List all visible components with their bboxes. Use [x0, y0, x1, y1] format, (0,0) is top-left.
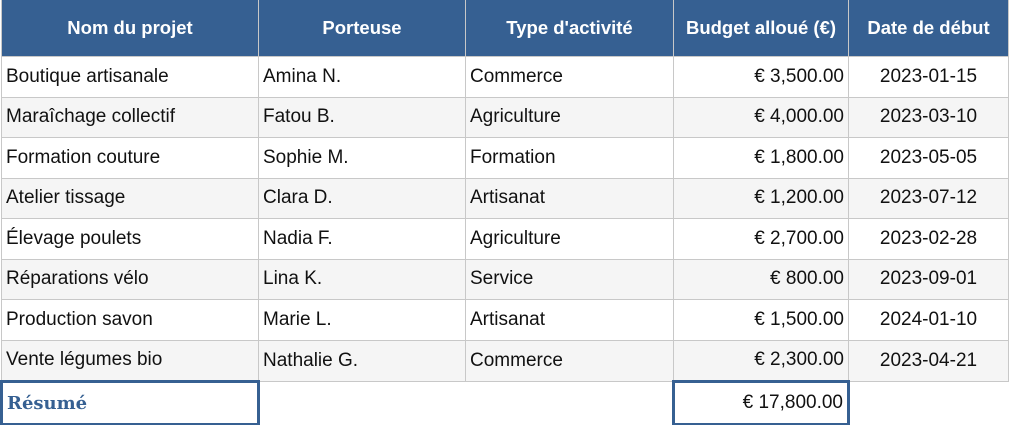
project-name-cell[interactable]: Boutique artisanale	[1, 56, 259, 98]
activity-type-cell[interactable]: Agriculture	[465, 218, 674, 260]
start-date-cell[interactable]: 2023-02-28	[848, 218, 1009, 260]
table-row: Maraîchage collectif Fatou B. Agriculture €…	[1, 96, 1009, 138]
table-row: Réparations vélo Lina K. Service € 800.00 20…	[1, 258, 1009, 300]
header-owner[interactable]: Porteuse	[258, 0, 466, 57]
start-date-cell[interactable]: 2023-04-21	[848, 339, 1009, 382]
summary-label[interactable]: Résumé	[0, 380, 260, 425]
activity-type-cell[interactable]: Artisanat	[465, 299, 674, 341]
owner-cell[interactable]: Clara D.	[258, 177, 466, 219]
header-budget[interactable]: Budget alloué (€)	[673, 0, 849, 57]
project-name-cell[interactable]: Maraîchage collectif	[1, 96, 259, 138]
budget-cell[interactable]: € 4,000.00	[673, 96, 849, 138]
header-project-name[interactable]: Nom du projet	[1, 0, 259, 57]
empty-cell[interactable]	[848, 381, 1009, 425]
start-date-cell[interactable]: 2023-05-05	[848, 137, 1009, 179]
project-name-cell[interactable]: Atelier tissage	[1, 177, 259, 219]
empty-cell[interactable]	[465, 381, 674, 425]
activity-type-cell[interactable]: Commerce	[465, 56, 674, 98]
start-date-cell[interactable]: 2023-03-10	[848, 96, 1009, 138]
project-name-cell[interactable]: Vente légumes bio	[1, 339, 259, 382]
summary-row: Résumé € 17,800.00	[0, 380, 1009, 425]
table-row: Atelier tissage Clara D. Artisanat € 1,200.…	[1, 177, 1009, 219]
project-name-cell[interactable]: Élevage poulets	[1, 218, 259, 260]
owner-cell[interactable]: Marie L.	[258, 299, 466, 341]
owner-cell[interactable]: Sophie M.	[258, 137, 466, 179]
budget-cell[interactable]: € 1,200.00	[673, 177, 849, 219]
table-row: Vente légumes bio Nathalie G. Commerce € 2,…	[1, 339, 1009, 382]
activity-type-cell[interactable]: Agriculture	[465, 96, 674, 138]
table-row: Production savon Marie L. Artisanat € 1,500…	[1, 299, 1009, 341]
summary-total[interactable]: € 17,800.00	[672, 380, 850, 425]
start-date-cell[interactable]: 2023-01-15	[848, 56, 1009, 98]
budget-cell[interactable]: € 800.00	[673, 258, 849, 300]
header-row: Nom du projet Porteuse Type d'activité B…	[1, 0, 1009, 57]
header-start-date[interactable]: Date de début	[848, 0, 1009, 57]
table-row: Élevage poulets Nadia F. Agriculture € 2,70…	[1, 218, 1009, 260]
activity-type-cell[interactable]: Formation	[465, 137, 674, 179]
budget-cell[interactable]: € 1,500.00	[673, 299, 849, 341]
table-row: Formation couture Sophie M. Formation € 1,8…	[1, 137, 1009, 179]
owner-cell[interactable]: Lina K.	[258, 258, 466, 300]
start-date-cell[interactable]: 2024-01-10	[848, 299, 1009, 341]
budget-cell[interactable]: € 1,800.00	[673, 137, 849, 179]
activity-type-cell[interactable]: Artisanat	[465, 177, 674, 219]
start-date-cell[interactable]: 2023-07-12	[848, 177, 1009, 219]
project-name-cell[interactable]: Réparations vélo	[1, 258, 259, 300]
budget-cell[interactable]: € 2,300.00	[673, 339, 849, 382]
budget-cell[interactable]: € 2,700.00	[673, 218, 849, 260]
header-activity-type[interactable]: Type d'activité	[465, 0, 674, 57]
owner-cell[interactable]: Nathalie G.	[258, 339, 466, 382]
project-name-cell[interactable]: Formation couture	[1, 137, 259, 179]
owner-cell[interactable]: Nadia F.	[258, 218, 466, 260]
table-row: Boutique artisanale Amina N. Commerce € 3,5…	[1, 56, 1009, 98]
empty-cell[interactable]	[258, 381, 466, 425]
activity-type-cell[interactable]: Commerce	[465, 339, 674, 382]
owner-cell[interactable]: Amina N.	[258, 56, 466, 98]
project-name-cell[interactable]: Production savon	[1, 299, 259, 341]
start-date-cell[interactable]: 2023-09-01	[848, 258, 1009, 300]
activity-type-cell[interactable]: Service	[465, 258, 674, 300]
owner-cell[interactable]: Fatou B.	[258, 96, 466, 138]
budget-cell[interactable]: € 3,500.00	[673, 56, 849, 98]
